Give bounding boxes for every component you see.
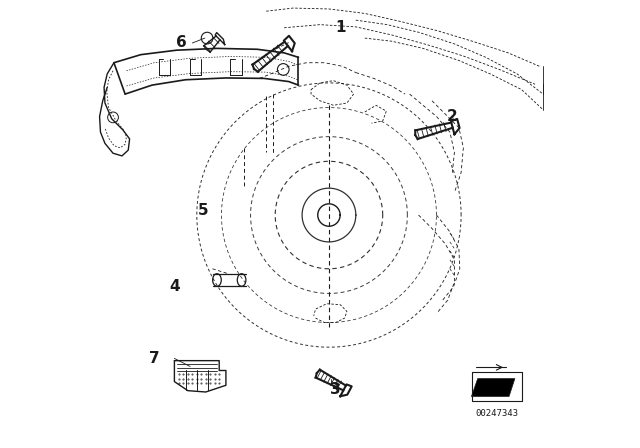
- Text: 3: 3: [330, 382, 341, 397]
- Text: 6: 6: [176, 35, 186, 50]
- Text: 4: 4: [169, 279, 180, 294]
- Text: 00247343: 00247343: [476, 409, 518, 418]
- Text: 7: 7: [149, 351, 159, 366]
- Text: 1: 1: [335, 20, 346, 35]
- Text: 2: 2: [447, 109, 458, 124]
- Polygon shape: [472, 379, 515, 396]
- Text: 5: 5: [198, 203, 209, 218]
